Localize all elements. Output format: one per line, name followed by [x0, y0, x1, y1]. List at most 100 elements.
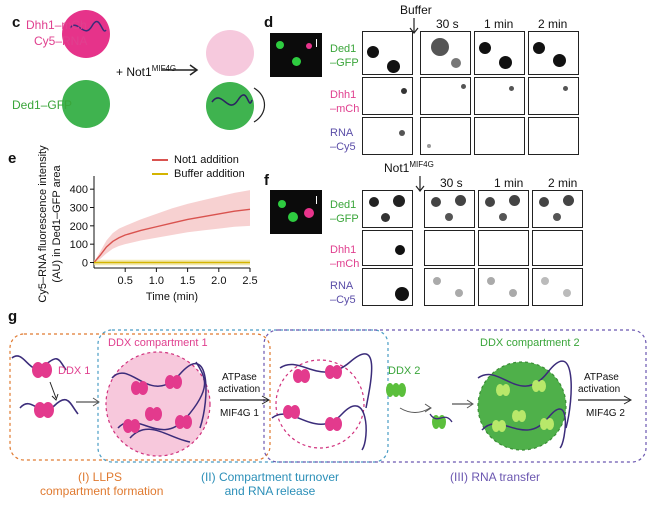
rna-transfer-icon	[211, 87, 266, 123]
f-rna-1min	[478, 268, 529, 306]
d-ded1-2min	[528, 31, 579, 75]
d-dhh1-2min	[528, 77, 579, 115]
d-rna-2min	[528, 117, 579, 155]
buffer-label: Buffer	[400, 3, 432, 17]
d-row-rna-label: RNA –Cy5	[330, 127, 356, 153]
f-dhh1-2min	[532, 230, 583, 266]
series-band-0	[94, 190, 250, 263]
series-line-0	[93, 208, 251, 263]
ddx1-label: DDX 1	[58, 365, 90, 377]
d-dhh1-t0	[362, 77, 413, 115]
released-ddx-rna	[271, 353, 373, 451]
y-axis-title-2: (AU) in Ded1–GFP area	[51, 165, 63, 283]
y-tick-label: 100	[70, 239, 88, 251]
f-time-30s: 30 s	[440, 176, 463, 190]
f-dhh1-t0	[362, 230, 413, 266]
f-row-ded1-label: Ded1 –GFP	[330, 199, 359, 225]
panel-c-label: c	[12, 14, 21, 31]
legend-swatch-not1	[152, 159, 168, 161]
arrow-right-icon	[162, 64, 199, 76]
arrow-down-icon	[415, 176, 425, 192]
x-tick-label: 1.0	[149, 275, 164, 287]
legend-item-not1: Not1 addition	[152, 153, 245, 167]
stage1-caption: (I) LLPS compartment formation	[40, 470, 164, 498]
y-tick-label: 300	[70, 203, 88, 215]
dhh1-droplet-faded	[206, 30, 254, 76]
ddx-compartment1	[105, 351, 211, 457]
legend-label-not1: Not1 addition	[174, 154, 239, 166]
f-time-1min: 1 min	[494, 176, 524, 190]
not1-plus-label: + Not1MIF4G	[116, 64, 177, 79]
f-row-dhh1-label: Dhh1 –mCh	[330, 244, 360, 270]
mif4g2-label: MIF4G 2	[586, 408, 625, 419]
panel-f-label: f	[264, 172, 269, 189]
d-ded1-30s	[420, 31, 471, 75]
mif4g1-label: MIF4G 1	[220, 408, 259, 419]
dhh1-label: Dhh1–mCh	[26, 18, 87, 32]
panel-e-label: e	[8, 150, 17, 167]
f-dhh1-1min	[478, 230, 529, 266]
stage3-box	[263, 329, 647, 463]
f-ded1-1min	[478, 190, 529, 228]
model-diagram: DDX 1 DDX compartment 1 ATPase activatio…	[9, 329, 647, 463]
ded1-droplet-rna	[206, 82, 254, 130]
legend-swatch-buffer	[152, 173, 168, 175]
stage2-caption: (II) Compartment turnover and RNA release	[200, 470, 340, 498]
f-rna-30s	[424, 268, 475, 306]
d-ded1-1min	[474, 31, 525, 75]
f-dhh1-30s	[424, 230, 475, 266]
ddx2-label: DDX 2	[388, 365, 420, 377]
d-dhh1-1min	[474, 77, 525, 115]
d-ded1-t0	[362, 31, 413, 75]
legend-label-buffer: Buffer addition	[174, 168, 245, 180]
ddx-compartment2-label: DDX compartment 2	[480, 337, 580, 349]
panel-g-label: g	[8, 308, 18, 325]
x-tick-label: 0.5	[118, 275, 133, 287]
x-axis-title: Time (min)	[146, 291, 198, 303]
d-time-2min: 2 min	[538, 17, 568, 31]
y-tick-label: 0	[82, 258, 88, 270]
rna-squiggle-icon	[69, 20, 107, 32]
f-row-rna-label: RNA –Cy5	[330, 280, 356, 306]
panel-d-overview-image	[270, 33, 322, 77]
d-row-dhh1-label: Dhh1 –mCh	[330, 89, 360, 115]
arrow-down-icon	[409, 18, 419, 34]
d-rna-1min	[474, 117, 525, 155]
cy5-label: Cy5–RNA	[34, 34, 88, 48]
y-tick-label: 200	[70, 221, 88, 233]
atpase1-line1: ATPase	[222, 372, 257, 383]
d-time-1min: 1 min	[484, 17, 514, 31]
d-row-ded1-label: Ded1 –GFP	[330, 43, 359, 69]
f-ded1-30s	[424, 190, 475, 228]
f-time-2min: 2 min	[548, 176, 578, 190]
ddx2-molecules	[386, 383, 474, 429]
ddx-compartment1-label: DDX compartment 1	[108, 337, 208, 349]
ded1-label: Ded1–GFP	[12, 98, 73, 112]
atpase1-line2: activation	[218, 384, 260, 395]
d-time-30s: 30 s	[436, 17, 459, 31]
x-tick-label: 1.5	[180, 275, 195, 287]
atpase2-line1: ATPase	[584, 372, 619, 383]
chart-e: 0 100 200 300 400 0.5 1.0 1.5 2.0 2.5 Time (min) (A…	[37, 145, 258, 303]
x-tick-label: 2.5	[242, 275, 257, 287]
compartment1-contents	[111, 361, 207, 443]
d-dhh1-30s	[420, 77, 471, 115]
ddx1-molecules	[11, 355, 79, 418]
stage3-caption: (III) RNA transfer	[450, 470, 541, 484]
chart-legend: Not1 addition Buffer addition	[152, 153, 245, 181]
f-ded1-t0	[362, 190, 413, 228]
panel-f-overview-image	[270, 190, 322, 234]
ded1-droplet	[62, 80, 110, 128]
y-axis-title-1: Cy5–RNA fluorescence intensity	[37, 145, 49, 303]
not1-f-label: Not1MIF4G	[384, 160, 434, 175]
f-rna-2min	[532, 268, 583, 306]
f-rna-t0	[362, 268, 413, 306]
d-rna-30s	[420, 117, 471, 155]
panel-d-label: d	[264, 14, 274, 31]
stage1-box	[9, 333, 271, 461]
legend-item-buffer: Buffer addition	[152, 167, 245, 181]
dhh1-droplet	[62, 10, 110, 58]
compartment1-dissolving	[275, 359, 365, 449]
atpase2-line2: activation	[578, 384, 620, 395]
stage2-box	[97, 329, 389, 463]
